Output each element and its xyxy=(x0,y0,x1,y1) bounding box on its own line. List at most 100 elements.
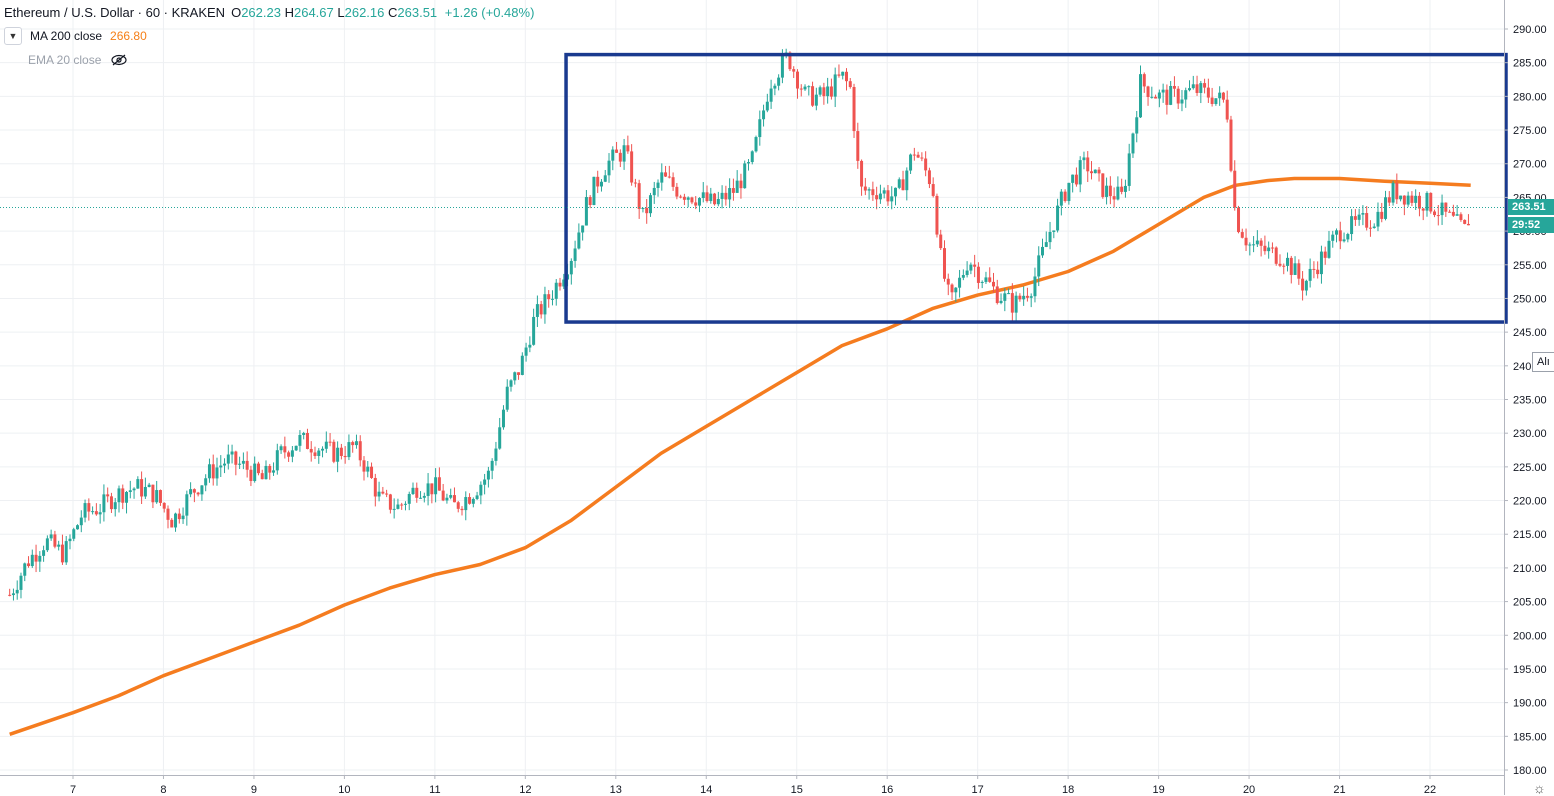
candle-body xyxy=(1384,197,1388,219)
candle-body xyxy=(988,277,992,282)
candle-body xyxy=(1172,85,1176,89)
indicator-row-ma200[interactable]: ▼ MA 200 close 266.80 xyxy=(4,27,534,45)
candle-body xyxy=(1316,269,1320,275)
candle-body xyxy=(426,483,430,496)
candle-body xyxy=(961,275,965,278)
candle-body xyxy=(577,232,581,249)
candle-body xyxy=(728,188,732,200)
time-axis-labels[interactable]: 7 8 9 10 11 12 13 14 15 16 17 18 19 20 21 22 xyxy=(70,775,1436,795)
candle-body xyxy=(1105,185,1109,197)
candle-body xyxy=(411,487,415,494)
candle-body xyxy=(1029,296,1033,298)
candle-body xyxy=(358,441,362,461)
ma200-name[interactable]: MA 200 close xyxy=(30,28,103,43)
price-tick-label: 245.00 xyxy=(1513,327,1547,339)
candle-body xyxy=(701,192,705,199)
candle-body xyxy=(158,490,162,503)
candle-body xyxy=(603,175,607,182)
candle-body xyxy=(513,372,517,381)
candle-body xyxy=(901,179,905,191)
candle-body xyxy=(381,491,385,494)
open-value: 262.23 xyxy=(241,5,281,20)
candle-body xyxy=(403,503,407,505)
candle-body xyxy=(45,538,49,551)
candle-body xyxy=(618,152,622,162)
candle-body xyxy=(909,154,913,171)
candle-body xyxy=(479,484,483,496)
candle-body xyxy=(366,466,370,472)
time-tick-label: 14 xyxy=(700,784,712,795)
candle-body xyxy=(1112,196,1116,200)
candle-body xyxy=(1025,295,1029,298)
candle-body xyxy=(1248,244,1252,246)
symbol-title[interactable]: Ethereum / U.S. Dollar · 60 · KRAKEN xyxy=(4,5,226,20)
price-axis-labels[interactable]: 290.00285.00280.00275.00270.00265.00260.… xyxy=(1504,24,1547,777)
range-rectangle[interactable] xyxy=(564,52,1508,324)
candle-body xyxy=(1402,195,1406,205)
candle-body xyxy=(162,502,166,509)
low-label: L xyxy=(337,5,345,20)
candle-body xyxy=(1270,247,1274,249)
candle-body xyxy=(731,188,735,193)
candle-body xyxy=(91,511,95,513)
candle-body xyxy=(852,87,856,132)
candle-body xyxy=(136,479,140,489)
price-tick-label: 195.00 xyxy=(1513,664,1547,676)
chevron-down-icon[interactable]: ▼ xyxy=(4,27,22,45)
candle-body xyxy=(588,197,592,205)
candle-body xyxy=(1052,230,1056,232)
candle-body xyxy=(215,467,219,479)
candle-body xyxy=(743,163,747,189)
ema20-name[interactable]: EMA 20 close xyxy=(28,52,102,67)
candle-body xyxy=(49,534,53,539)
candle-body xyxy=(1451,211,1455,216)
candle-body xyxy=(848,81,852,88)
candle-body xyxy=(268,465,272,473)
candle-body xyxy=(969,264,973,271)
candle-body xyxy=(94,511,98,515)
candle-body xyxy=(735,180,739,193)
candle-body xyxy=(1010,293,1014,313)
eye-hidden-icon[interactable] xyxy=(111,54,127,66)
candle-body xyxy=(298,434,302,446)
candle-body xyxy=(1082,157,1086,161)
candle-body xyxy=(494,448,498,461)
candle-body xyxy=(1372,226,1376,228)
candle-body xyxy=(98,512,102,515)
candle-body xyxy=(464,497,468,511)
candle-body xyxy=(927,170,931,185)
candle-body xyxy=(1131,133,1135,154)
candle-body xyxy=(1414,195,1418,203)
candle-body xyxy=(1327,240,1331,258)
candle-body xyxy=(1346,234,1350,240)
candle-body xyxy=(211,464,215,479)
candle-body xyxy=(332,441,336,462)
candle-body xyxy=(1056,205,1060,231)
candle-body xyxy=(377,491,381,497)
high-label: H xyxy=(284,5,294,20)
candle-body xyxy=(192,489,196,493)
candle-body xyxy=(1304,280,1308,291)
price-tick-label: 275.00 xyxy=(1513,125,1547,137)
alert-button[interactable]: Alı xyxy=(1532,352,1554,372)
candle-body xyxy=(1350,216,1354,235)
candle-body xyxy=(863,186,867,191)
candle-body xyxy=(68,538,72,542)
candle-body xyxy=(1395,182,1399,200)
candle-body xyxy=(437,477,441,491)
candle-body xyxy=(1425,192,1429,211)
indicator-row-ema20[interactable]: EMA 20 close xyxy=(4,51,534,69)
candle-body xyxy=(878,193,882,200)
price-tick-label: 225.00 xyxy=(1513,462,1547,474)
candle-body xyxy=(1195,84,1199,93)
candle-body xyxy=(468,497,472,504)
candle-body xyxy=(109,496,113,510)
candle-body xyxy=(637,183,641,209)
gear-icon[interactable]: ☼ xyxy=(1533,780,1546,796)
candle-body xyxy=(143,486,147,497)
candle-body xyxy=(916,154,920,158)
candle-body xyxy=(434,477,438,495)
candle-body xyxy=(1365,213,1369,228)
candle-body xyxy=(856,131,860,161)
